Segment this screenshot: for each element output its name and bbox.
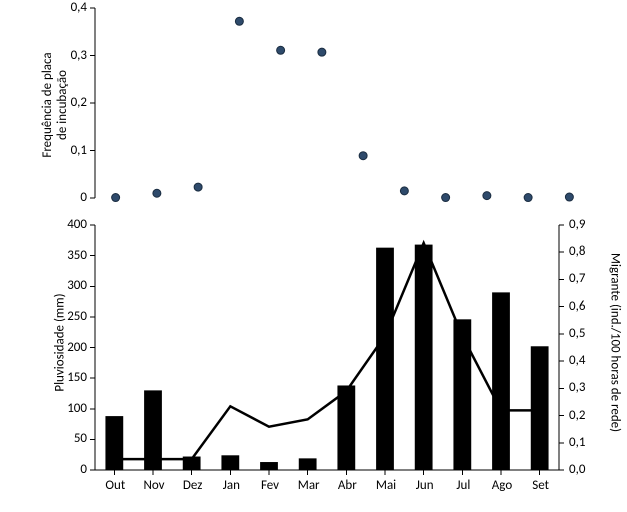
scatter-chart xyxy=(95,8,590,198)
bar xyxy=(453,319,471,470)
data-point xyxy=(524,194,532,202)
x-tick-label: Mar xyxy=(294,478,324,493)
top-panel xyxy=(95,8,590,198)
bar xyxy=(492,292,510,470)
bar xyxy=(337,385,355,470)
x-tick-label: Abr xyxy=(332,478,362,493)
top-y-tick: 0 xyxy=(80,190,87,205)
bottom-y-left-tick: 350 xyxy=(67,248,87,263)
x-tick-label: Set xyxy=(526,478,556,493)
bottom-y-right-tick: 0,4 xyxy=(569,353,585,368)
data-point xyxy=(194,183,202,191)
bottom-y-right-label: Migrante (ind./100 horas de rede) xyxy=(608,213,623,473)
bar xyxy=(376,248,394,470)
data-point xyxy=(442,194,450,202)
top-y-tick: 0,4 xyxy=(71,0,87,15)
data-point xyxy=(565,193,573,201)
data-point xyxy=(359,152,367,160)
bottom-y-right-tick: 0,0 xyxy=(569,462,585,477)
bottom-y-left-tick: 50 xyxy=(74,431,87,446)
bottom-y-left-tick: 0 xyxy=(80,462,87,477)
x-tick-label: Jul xyxy=(448,478,478,493)
x-tick-label: Jun xyxy=(410,478,440,493)
data-point xyxy=(112,194,120,202)
x-tick-label: Jan xyxy=(216,478,246,493)
data-point xyxy=(318,48,326,56)
bottom-y-right-tick: 0,7 xyxy=(569,271,585,286)
bottom-y-left-tick: 150 xyxy=(67,370,87,385)
x-tick-label: Dez xyxy=(178,478,208,493)
bottom-y-right-tick: 0,1 xyxy=(569,435,585,450)
bottom-y-left-tick: 400 xyxy=(67,217,87,232)
bottom-y-right-tick: 0,5 xyxy=(569,326,585,341)
bottom-y-right-tick: 0,2 xyxy=(569,408,585,423)
x-tick-label: Nov xyxy=(139,478,169,493)
bottom-y-left-tick: 100 xyxy=(67,401,87,416)
x-tick-label: Fev xyxy=(255,478,285,493)
bar xyxy=(299,458,317,470)
bottom-panel xyxy=(95,225,559,470)
bar xyxy=(415,245,433,470)
data-point xyxy=(235,17,243,25)
bar xyxy=(105,416,123,470)
data-point xyxy=(400,187,408,195)
bar xyxy=(531,346,549,470)
bar-line-chart xyxy=(95,225,559,470)
data-point xyxy=(153,189,161,197)
x-tick-label: Out xyxy=(100,478,130,493)
bar xyxy=(260,462,278,470)
x-tick-label: Ago xyxy=(487,478,517,493)
data-point xyxy=(483,192,491,200)
top-y-tick: 0,1 xyxy=(71,143,87,158)
bottom-y-right-tick: 0,6 xyxy=(569,299,585,314)
bar xyxy=(221,455,239,470)
bottom-y-left-tick: 300 xyxy=(67,278,87,293)
data-point xyxy=(277,46,285,54)
bottom-y-left-tick: 250 xyxy=(67,309,87,324)
bottom-y-right-tick: 0,3 xyxy=(569,380,585,395)
top-y-tick: 0,2 xyxy=(71,95,87,110)
chart-page: Frequência de placa de incubação 0 0,1 0,2… xyxy=(0,0,627,512)
bottom-y-right-tick: 0,9 xyxy=(569,217,585,232)
bottom-y-right-tick: 0,8 xyxy=(569,244,585,259)
bottom-y-left-tick: 200 xyxy=(67,340,87,355)
line-series xyxy=(114,243,539,459)
bottom-y-left-label: Pluviosidade (mm) xyxy=(53,223,68,463)
top-y-label: Frequência de placa de incubação xyxy=(40,10,70,200)
x-tick-label: Mai xyxy=(371,478,401,493)
top-y-tick: 0,3 xyxy=(71,48,87,63)
